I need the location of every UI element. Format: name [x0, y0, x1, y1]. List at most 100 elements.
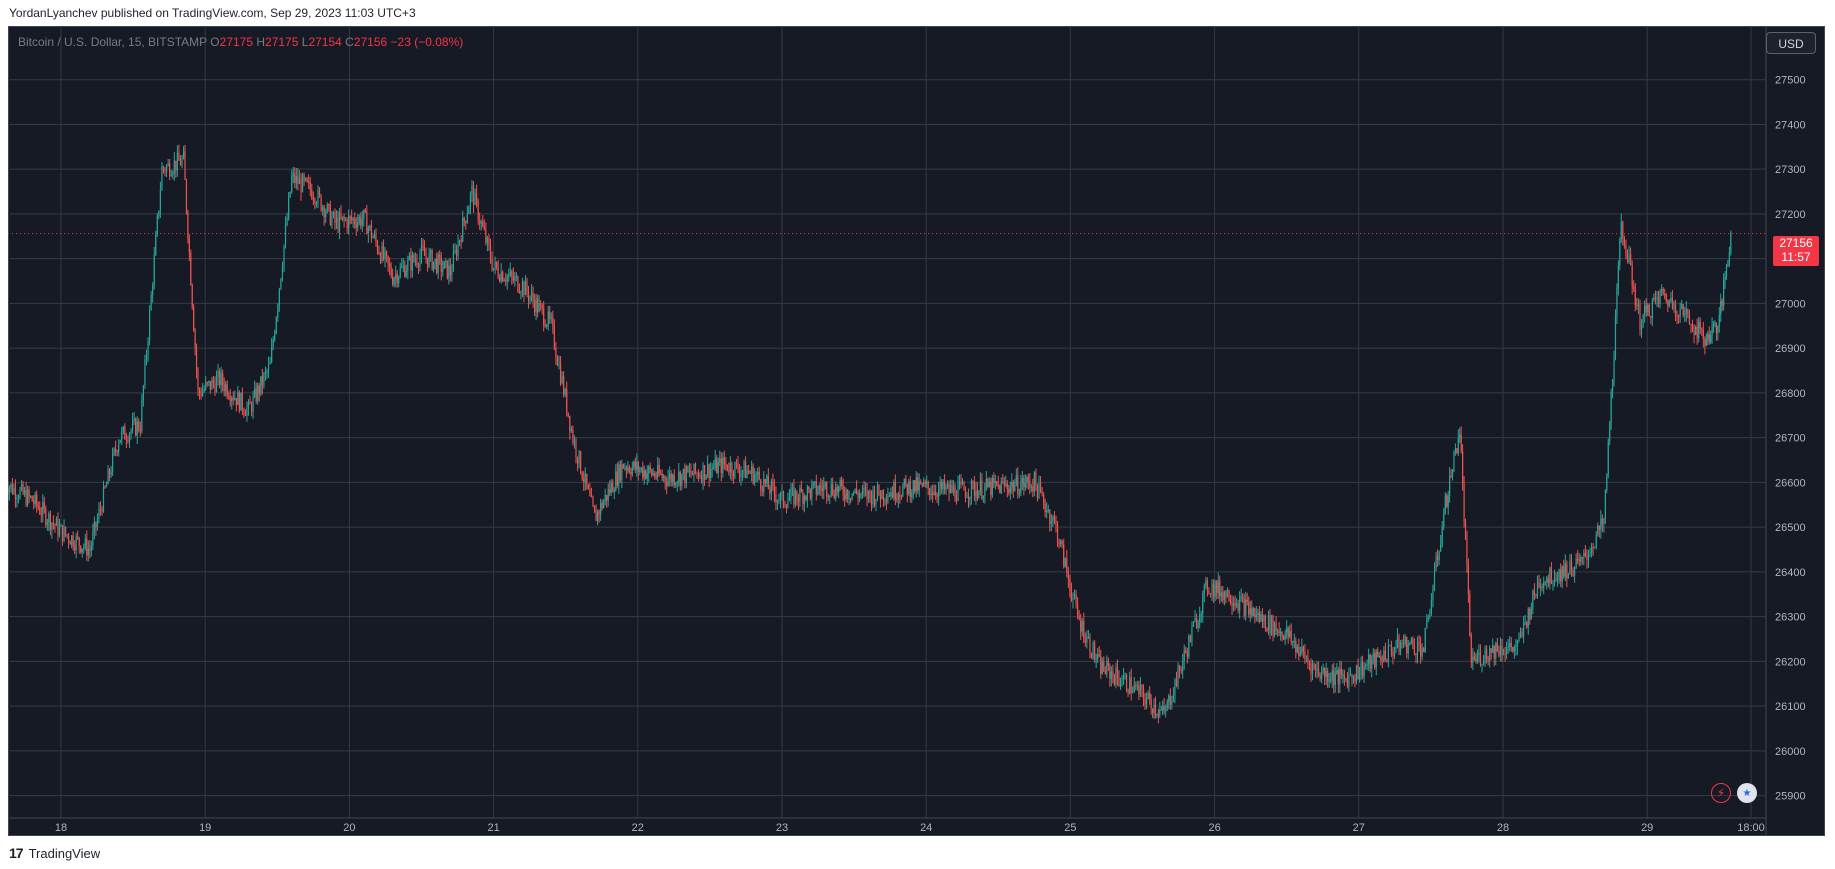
candle-body: [672, 474, 674, 482]
candle-body: [906, 483, 908, 495]
candle-body: [897, 494, 899, 500]
chart-pane[interactable]: [8, 26, 1825, 836]
candle-body: [1603, 518, 1605, 525]
candle-body: [1331, 670, 1333, 680]
candle-body: [428, 253, 430, 267]
candle-body: [172, 173, 174, 176]
candle-body: [364, 209, 366, 212]
candle-body: [938, 488, 940, 497]
candle-body: [1478, 652, 1480, 656]
candle-body: [1507, 647, 1509, 649]
candle-body: [258, 385, 260, 394]
candle-body: [67, 535, 70, 542]
candle-body: [1021, 477, 1023, 484]
x-tick-label: 20: [343, 822, 355, 834]
candle-body: [833, 494, 835, 499]
candle-body: [685, 466, 687, 483]
candle-body: [1156, 713, 1158, 715]
candle-body: [1018, 493, 1020, 495]
candle-body: [927, 481, 929, 489]
candle-body: [1695, 326, 1697, 336]
currency-button[interactable]: USD: [1766, 32, 1816, 54]
candle-body: [1168, 695, 1170, 702]
candle-body: [301, 175, 304, 193]
open-value: 27175: [219, 35, 254, 49]
candle-body: [646, 473, 648, 479]
candle-body: [670, 473, 672, 482]
us-flag-icon[interactable]: ★: [1737, 783, 1757, 803]
candle-body: [894, 482, 896, 500]
candle-body: [570, 429, 572, 431]
candle-body: [778, 500, 780, 502]
candle-body: [488, 237, 490, 247]
candle-body: [1711, 325, 1713, 336]
candle-body: [1558, 569, 1560, 580]
candle-body: [622, 464, 624, 469]
candle-body: [252, 396, 254, 412]
candle-body: [318, 190, 321, 196]
candle-body: [363, 209, 365, 220]
symbol-legend[interactable]: Bitcoin / U.S. Dollar, 15, BITSTAMP O271…: [18, 35, 463, 49]
candle-body: [869, 490, 871, 495]
candle-body: [1104, 670, 1106, 674]
candle-body: [1317, 669, 1320, 675]
candle-body: [939, 482, 941, 489]
candle-body: [1681, 304, 1683, 309]
candle-body: [1674, 303, 1677, 316]
candle-body: [924, 482, 926, 484]
tradingview-logo-icon[interactable]: 17: [9, 845, 24, 861]
candle-body: [312, 198, 314, 200]
price-chart[interactable]: 25900 26000 26100 26200 26300 26400 26500 26600…: [8, 26, 1825, 836]
candle-body: [1171, 700, 1173, 705]
candle-body: [474, 192, 476, 205]
candle-body: [108, 469, 111, 476]
candle-body: [437, 254, 439, 273]
candle-body: [951, 485, 953, 493]
candle-body: [1147, 692, 1149, 699]
candle-body: [1255, 614, 1257, 618]
candle-body: [352, 218, 354, 221]
candle-body: [1334, 673, 1336, 685]
candle-body: [34, 494, 36, 504]
candle-body: [338, 213, 341, 231]
x-tick-label: 25: [1064, 822, 1076, 834]
candle-body: [1470, 635, 1472, 663]
candle-body: [818, 485, 820, 492]
candle-body: [1569, 560, 1571, 574]
candle-body: [603, 501, 605, 508]
candle-body: [676, 481, 678, 484]
flash-icon[interactable]: ⚡: [1711, 783, 1731, 803]
candle-body: [121, 430, 123, 441]
candle-body: [1103, 661, 1105, 671]
brand-name[interactable]: TradingView: [28, 845, 101, 861]
candle-body: [527, 292, 530, 301]
candle-body: [1421, 648, 1423, 657]
candle-body: [178, 152, 180, 161]
candle-body: [1496, 642, 1498, 652]
candle-body: [586, 473, 588, 486]
candle-body: [1728, 252, 1730, 262]
candle-body: [469, 193, 472, 208]
candle-body: [477, 200, 479, 221]
candle-body: [1029, 481, 1031, 488]
candle-body: [902, 486, 904, 497]
candle-body: [1454, 448, 1457, 452]
candle-body: [185, 179, 188, 212]
candle-body: [764, 479, 766, 484]
candle-body: [633, 461, 635, 468]
candle-body: [1623, 237, 1625, 246]
candle-body: [81, 548, 83, 553]
symbol-name[interactable]: Bitcoin / U.S. Dollar, 15, BITSTAMP: [18, 35, 207, 49]
candle-body: [337, 217, 339, 231]
candle-body: [414, 260, 417, 262]
candle-body: [250, 404, 253, 412]
candle-body: [1222, 592, 1224, 601]
candle-body: [720, 458, 722, 474]
candle-body: [1036, 485, 1039, 499]
candle-body: [58, 526, 61, 536]
candle-body: [1696, 326, 1698, 339]
candle-body: [161, 166, 163, 191]
candle-body: [1172, 695, 1174, 701]
candle-body: [1682, 304, 1684, 316]
candle-body: [743, 461, 745, 471]
